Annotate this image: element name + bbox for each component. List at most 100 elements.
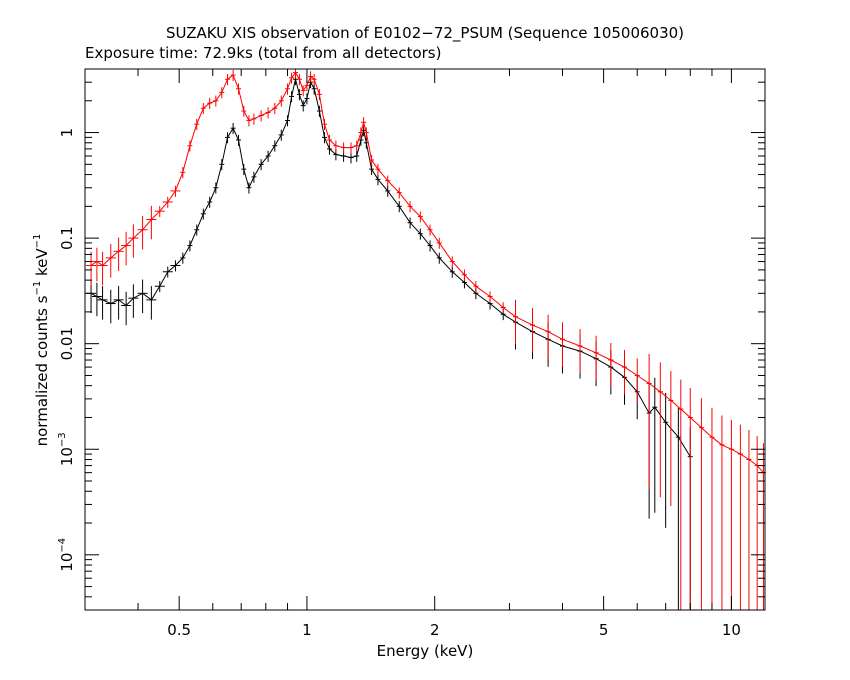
data-point — [272, 103, 278, 115]
y-axis-label-mid: keV — [33, 248, 51, 281]
data-point — [265, 107, 271, 119]
data-point — [375, 174, 381, 186]
x-tick-label: 5 — [599, 621, 609, 639]
data-point — [289, 91, 295, 103]
data-point — [285, 115, 291, 127]
data-point — [385, 175, 391, 187]
data-point — [449, 266, 455, 278]
data-point — [296, 74, 302, 86]
data-point — [187, 140, 193, 152]
data-point — [105, 244, 116, 278]
data-point — [473, 281, 479, 293]
series-line — [90, 79, 691, 457]
data-point — [258, 159, 264, 171]
data-point — [354, 140, 360, 152]
data-point — [436, 237, 442, 249]
axis-layer: 0.5 1 2 5 10 1 0.1 0.01 10−3 10−4 — [57, 68, 765, 639]
data-point — [348, 142, 354, 154]
data-point — [746, 430, 752, 610]
data-point — [559, 322, 565, 367]
data-point — [97, 251, 108, 286]
data-point — [162, 196, 173, 208]
data-point — [449, 256, 455, 268]
y-tick-label: 0.01 — [58, 327, 76, 360]
x-tick-label: 10 — [722, 621, 741, 639]
data-point — [427, 224, 433, 236]
data-point — [170, 185, 181, 197]
data-point — [487, 291, 493, 303]
data-point — [113, 237, 124, 272]
data-point — [278, 129, 284, 141]
y-tick-label: 1 — [58, 128, 76, 138]
data-point — [358, 127, 364, 139]
data-point — [251, 113, 257, 125]
data-point — [311, 83, 317, 95]
data-point — [180, 167, 186, 179]
data-point — [230, 69, 236, 81]
data-point — [105, 289, 116, 324]
data-point — [363, 127, 369, 139]
data-point — [265, 150, 271, 162]
data-point — [333, 140, 339, 152]
data-point — [180, 252, 186, 264]
data-point — [154, 205, 165, 218]
data-point — [407, 217, 413, 229]
data-point — [230, 122, 236, 135]
data-point — [91, 282, 102, 317]
data-point — [622, 350, 628, 395]
y-tick-label: 0.1 — [58, 226, 76, 250]
data-point — [341, 142, 347, 154]
data-point — [316, 89, 322, 101]
data-point — [293, 69, 299, 79]
data-point — [396, 187, 402, 199]
data-point — [194, 224, 200, 236]
data-point — [170, 260, 181, 272]
data-point — [113, 286, 124, 320]
data-point — [709, 407, 715, 610]
data-point — [272, 140, 278, 152]
data-point — [530, 308, 536, 353]
data-point — [162, 266, 173, 278]
data-point — [687, 388, 693, 610]
series-black — [86, 74, 693, 610]
series-line — [90, 71, 764, 474]
data-point — [663, 392, 669, 528]
y-axis-label-exp-1: −1 — [32, 281, 43, 296]
series-layer — [86, 69, 766, 610]
y-axis-label-main: normalized counts s — [33, 295, 51, 446]
data-point — [91, 247, 102, 282]
data-point — [300, 85, 306, 97]
data-point — [285, 83, 291, 95]
data-point — [219, 87, 225, 99]
data-point — [512, 299, 518, 345]
data-point — [348, 152, 354, 164]
data-point — [251, 171, 257, 183]
data-point — [634, 358, 640, 403]
data-point — [304, 93, 310, 105]
data-point — [246, 115, 252, 127]
y-tick-label: 10−4 — [57, 538, 76, 572]
x-tick-label: 2 — [430, 621, 440, 639]
data-point — [154, 281, 165, 293]
data-point — [128, 284, 139, 318]
data-point — [657, 362, 663, 498]
data-point — [361, 117, 367, 129]
data-point — [300, 100, 306, 112]
data-point — [322, 132, 328, 144]
data-point — [322, 119, 328, 131]
data-point — [369, 154, 375, 166]
data-point — [146, 205, 157, 240]
data-point — [719, 415, 725, 610]
data-point — [225, 132, 231, 144]
data-point — [385, 185, 391, 197]
data-point — [728, 419, 734, 610]
data-point — [375, 163, 381, 176]
data-point — [608, 342, 614, 388]
data-point — [128, 224, 139, 258]
chart-title: SUZAKU XIS observation of E0102−72_PSUM … — [166, 24, 684, 43]
series-red — [86, 69, 766, 610]
data-point — [698, 398, 704, 610]
data-point — [213, 182, 219, 194]
data-point — [241, 105, 247, 117]
